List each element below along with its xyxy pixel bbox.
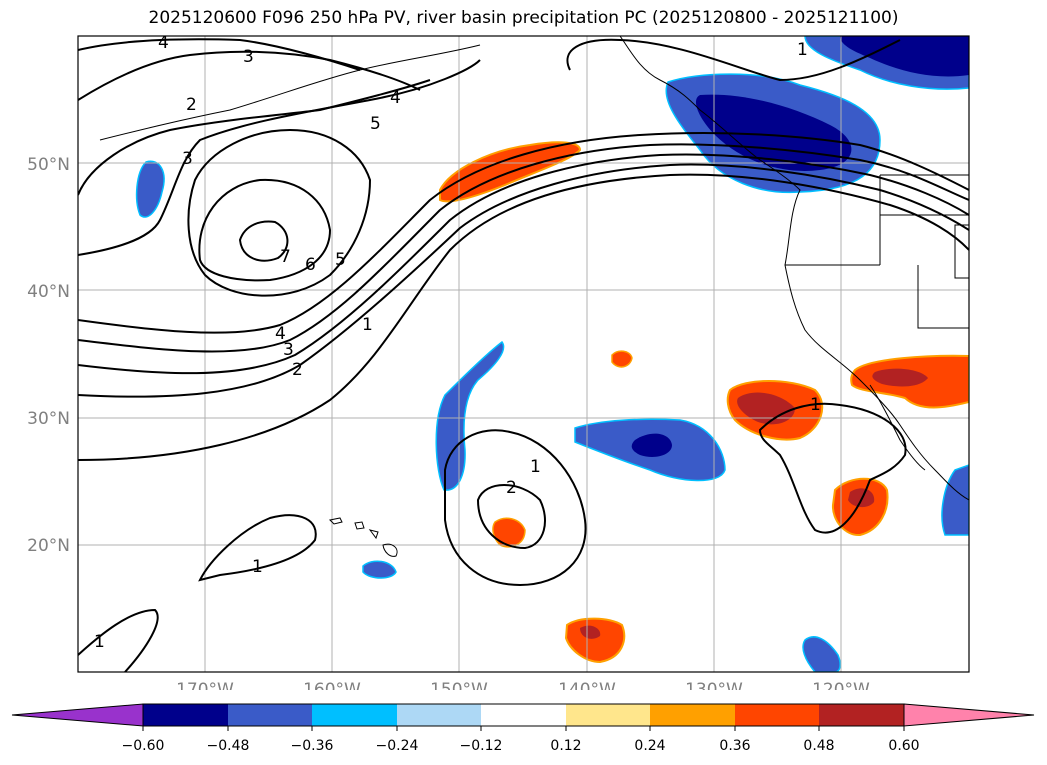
contour-high-6: [198, 178, 332, 282]
colorbar-bin: [397, 704, 481, 726]
colorbar-tick: 0.12: [550, 738, 581, 754]
colorbar-tick: −0.12: [460, 738, 503, 754]
colorbar-tick: 0.60: [888, 738, 919, 754]
colorbar-tick: −0.60: [122, 738, 165, 754]
contour-high-5: [187, 128, 372, 297]
neg-fill-south: [802, 636, 841, 672]
contour-upper-2: [78, 50, 421, 101]
contour-label: 1: [252, 557, 263, 577]
lon-label-140w: 140°W: [558, 680, 616, 690]
coast-alaska-islands: [99, 44, 481, 141]
neg-fill-mexico: [941, 464, 969, 536]
contour-label: 1: [797, 40, 808, 60]
map-title: 2025120600 F096 250 hPa PV, river basin …: [148, 8, 899, 28]
pos-fill-hawaii-east: [492, 517, 526, 548]
coastlines: [99, 36, 969, 501]
map-panel: 4 3 2 3 4 5 7 6 5 4 3 2 1 1 2 1 1 1 1 50…: [27, 33, 970, 690]
contour-label: 7: [280, 247, 291, 267]
lon-label-150w: 150°W: [430, 680, 488, 690]
colorbar-bin: [650, 704, 735, 726]
neg-fill-140w-core: [631, 433, 672, 457]
pos-fill-120w-core: [848, 488, 875, 508]
contour-low-2: [476, 484, 546, 550]
colorbar-tick: 0.24: [634, 738, 665, 754]
colorbar-extend-min: [11, 703, 144, 727]
contour-main-5: [78, 132, 969, 334]
lat-labels: 50°N 40°N 30°N 20°N: [27, 155, 70, 556]
colorbar-tick: −0.48: [207, 738, 250, 754]
contour-label: 2: [186, 95, 197, 115]
lat-label-50n: 50°N: [27, 155, 70, 175]
lon-label-130w: 130°W: [685, 680, 743, 690]
lat-label-20n: 20°N: [27, 536, 70, 556]
colorbar-tick: 0.48: [803, 738, 834, 754]
contour-sw-1: [198, 514, 317, 582]
pos-fill-125w-core: [737, 392, 795, 425]
contour-label: 3: [243, 47, 254, 67]
contour-label: 4: [158, 33, 169, 53]
contour-main-4: [78, 143, 969, 353]
colorbar-tick: 0.36: [719, 738, 750, 754]
contour-label: 5: [370, 114, 381, 134]
coast-baja: [869, 384, 926, 471]
neg-fill-nw-core: [695, 94, 852, 171]
contour-upper-4: [78, 59, 481, 256]
lon-label-160w: 160°W: [303, 680, 361, 690]
colorbar-bin: [228, 704, 312, 726]
colorbar-tick: −0.36: [291, 738, 334, 754]
colorbar-bin: [819, 704, 904, 726]
contour-label: 1: [94, 632, 105, 652]
pos-fill-small-a: [611, 350, 633, 368]
contour-bottom-left-1: [78, 608, 159, 672]
colorbar-bin: [143, 704, 228, 726]
colorbar-bin: [566, 704, 650, 726]
contour-high-7: [238, 220, 289, 262]
pos-fill-baja-core: [872, 368, 928, 387]
colorbar-segments: [11, 703, 1035, 727]
contour-label: 3: [182, 149, 193, 169]
contour-label: 1: [530, 457, 541, 477]
contour-top-right-1: [566, 38, 901, 82]
neg-fill-top-right-core: [840, 36, 969, 77]
contour-upper-3: [78, 79, 431, 196]
contour-main-3: [78, 153, 969, 375]
state-borders: [785, 174, 969, 329]
map-frame: [77, 35, 970, 673]
neg-fill-hawaii: [362, 560, 397, 579]
colorbar-tick: −0.24: [376, 738, 419, 754]
contour-label: 2: [506, 478, 517, 498]
neg-fill-west: [135, 160, 165, 218]
contour-label: 2: [292, 360, 303, 380]
contour-east-1: [758, 402, 907, 534]
contour-label: 5: [335, 250, 346, 270]
colorbar-extend-max: [903, 703, 1035, 727]
gridlines: [78, 36, 969, 672]
contour-main-2: [78, 163, 969, 398]
contour-label: 1: [362, 315, 373, 335]
colorbar-tick-labels: −0.60 −0.48 −0.36 −0.24 −0.12 0.12 0.24 …: [122, 726, 920, 754]
lon-label-170w: 170°W: [176, 680, 234, 690]
contour-label: 4: [390, 88, 401, 108]
contour-label: 1: [810, 395, 821, 415]
colorbar-bin: [735, 704, 819, 726]
contour-label: 3: [283, 340, 294, 360]
lon-labels: 170°W 160°W 150°W 140°W 130°W 120°W: [176, 680, 870, 690]
lat-label-40n: 40°N: [27, 282, 70, 302]
colorbar-bin: [481, 704, 566, 726]
contour-labels: 4 3 2 3 4 5 7 6 5 4 3 2 1 1 2 1 1 1 1: [94, 33, 821, 652]
hawaiian-islands: [328, 517, 398, 557]
lon-label-120w: 120°W: [812, 680, 870, 690]
pv-contours: [78, 38, 969, 672]
contour-low-1: [444, 429, 587, 587]
colorbar-bin: [312, 704, 397, 726]
pos-fill-south-core: [580, 625, 601, 639]
contour-main-1: [78, 173, 969, 461]
contour-label: 4: [275, 324, 286, 344]
lat-label-30n: 30°N: [27, 409, 70, 429]
contour-label: 6: [305, 255, 316, 275]
